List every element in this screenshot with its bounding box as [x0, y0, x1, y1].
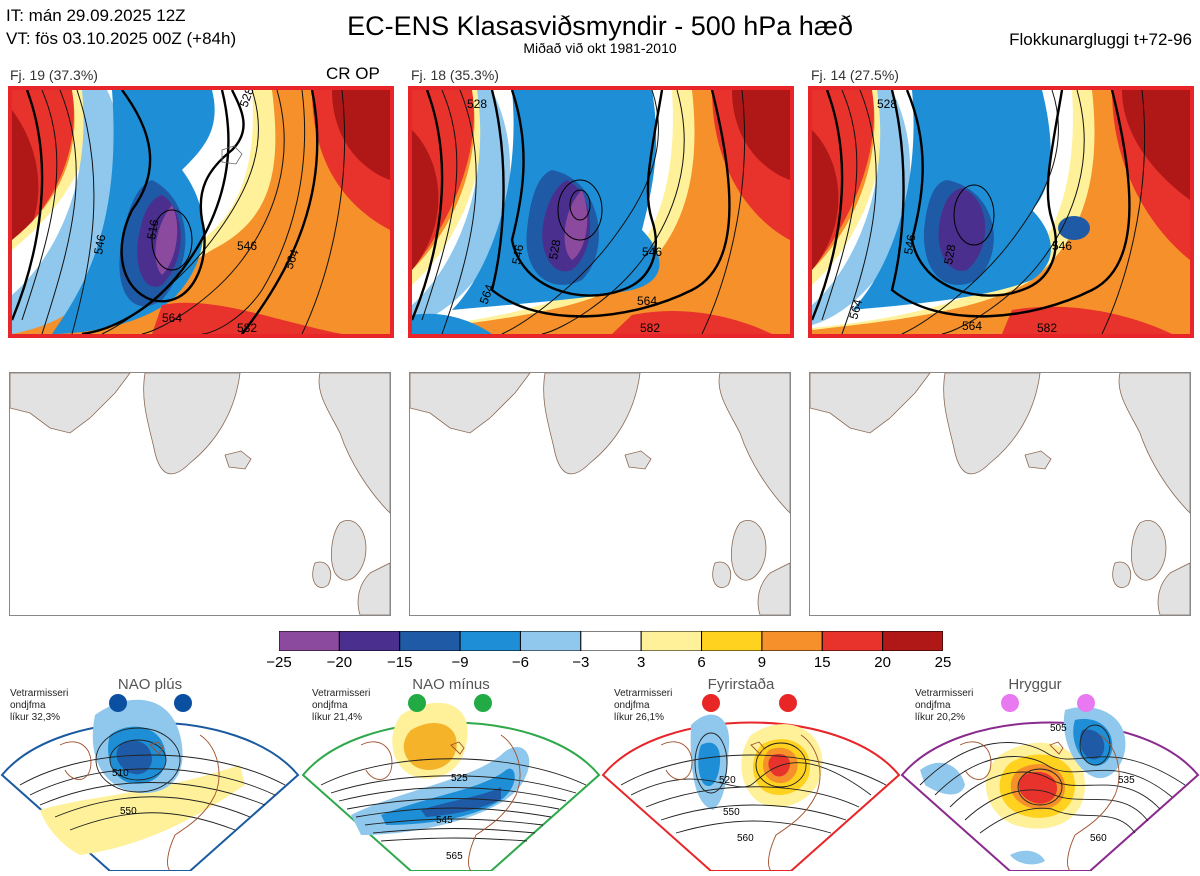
regime-dot	[474, 694, 492, 712]
contour-label: 564	[282, 247, 302, 271]
regime-dot	[1077, 694, 1095, 712]
colorbar-segment	[761, 631, 823, 651]
regime-note: Vetrarmisseri ondjfma líkur 32,3%	[10, 688, 69, 723]
cluster-3-basemap	[809, 372, 1191, 616]
colorbar-tick-label: 9	[757, 654, 767, 671]
colorbar-tick-label: −25	[266, 654, 292, 671]
contour-label: 564	[637, 294, 657, 308]
contour-label: 564	[846, 297, 865, 320]
contour-label: 546	[509, 243, 526, 265]
contour-label: 546	[901, 233, 918, 255]
valid-time: VT: fös 03.10.2025 00Z (+84h)	[6, 29, 237, 48]
colorbar	[279, 631, 943, 651]
contour-label: 545	[436, 815, 453, 826]
colorbar-segment	[882, 631, 943, 651]
colorbar-segment	[459, 631, 521, 651]
regime-title: Hryggur	[1008, 676, 1062, 693]
regime-title: NAO mínus	[412, 676, 490, 693]
contour-label: 528	[546, 238, 563, 260]
contour-label: 564	[162, 311, 182, 325]
colorbar-tick-label: −6	[511, 654, 530, 671]
contour-label: 546	[642, 245, 662, 259]
contour-label: 546	[91, 233, 108, 255]
colorbar-segment	[338, 631, 401, 651]
issue-time: IT: mán 29.09.2025 12Z	[6, 6, 186, 25]
classification-window: Flokkunargluggi t+72-96	[1009, 30, 1192, 49]
regime-dot	[1001, 694, 1019, 712]
cluster-1-label: Fj. 19 (37.3%)	[10, 67, 98, 83]
contour-label: 560	[737, 833, 754, 844]
contour-label: 505	[1050, 723, 1067, 734]
regime-blocking: 520 550 560	[601, 675, 901, 872]
contour-label: 565	[446, 851, 463, 862]
colorbar-tick-label: −15	[386, 654, 413, 671]
colorbar-tick-label: 15	[813, 654, 831, 671]
contour-label: 546	[1052, 239, 1072, 253]
contour-label: 564	[962, 319, 982, 333]
contour-label: 550	[120, 806, 137, 817]
regime-dot	[174, 694, 192, 712]
colorbar-tick-label: −3	[572, 654, 590, 671]
colorbar-segment	[640, 631, 703, 651]
contour-label: 582	[1037, 321, 1057, 334]
cluster-3-map: 528 528 546 546 564 564 582	[808, 86, 1194, 338]
cluster-1-basemap	[9, 372, 391, 616]
colorbar-segment	[279, 631, 340, 651]
regime-dot	[109, 694, 127, 712]
contour-label: 528	[467, 97, 487, 111]
contour-label: 510	[112, 768, 129, 779]
contour-label: 546	[237, 239, 257, 253]
cluster-2-label: Fj. 18 (35.3%)	[411, 67, 499, 83]
regime-nao-plus: 510 550	[0, 675, 300, 872]
colorbar-tick-label: 25	[934, 654, 952, 671]
regime-title: Fyrirstaða	[707, 676, 775, 693]
regime-note: Vetrarmisseri ondjfma líkur 26,1%	[614, 688, 673, 723]
contour-label: 516	[144, 218, 161, 240]
contour-label: 528	[941, 243, 958, 265]
regime-dot	[779, 694, 797, 712]
colorbar-tick-label: 6	[697, 654, 706, 671]
cluster-2-map: 528 528 546 546 564 564 582	[408, 86, 794, 338]
contour-label: 560	[1090, 833, 1107, 844]
page-subtitle: Miðað við okt 1981-2010	[523, 40, 677, 56]
colorbar-tick-label: 20	[874, 654, 891, 671]
contour-label: 582	[237, 321, 257, 334]
cluster-1-map: 516 528 546 546 564 564 582	[8, 86, 394, 338]
contour-label: 525	[451, 773, 468, 784]
regime-title: NAO plús	[117, 676, 183, 693]
page-title: EC-ENS Klasasviðsmyndir - 500 hPa hæð	[347, 11, 853, 41]
cluster-1-tag: CR OP	[326, 64, 380, 83]
regime-dot	[408, 694, 426, 712]
regime-note: Vetrarmisseri ondjfma líkur 20,2%	[915, 688, 974, 723]
cluster-2-basemap	[409, 372, 791, 616]
contour-label: 564	[477, 282, 497, 306]
colorbar-tick-label: 3	[637, 654, 646, 671]
colorbar-segment	[519, 631, 582, 651]
colorbar-segment	[701, 631, 763, 651]
contour-label: 528	[877, 97, 897, 111]
colorbar-segment	[580, 631, 642, 651]
regime-ridge: 505 535 560	[900, 675, 1200, 872]
cluster-3-label: Fj. 14 (27.5%)	[811, 67, 899, 83]
contour-label: 550	[723, 807, 740, 818]
regime-note: Vetrarmisseri ondjfma líkur 21,4%	[312, 688, 371, 723]
regime-nao-minus: 525 545 565	[301, 675, 601, 872]
colorbar-tick-label: −20	[326, 654, 353, 671]
colorbar-tick-label: −9	[451, 654, 469, 671]
contour-label: 535	[1118, 775, 1135, 786]
contour-label: 582	[640, 321, 660, 334]
contour-label: 520	[719, 775, 736, 786]
colorbar-segment	[821, 631, 884, 651]
regime-dot	[702, 694, 720, 712]
colorbar-segment	[399, 631, 461, 651]
